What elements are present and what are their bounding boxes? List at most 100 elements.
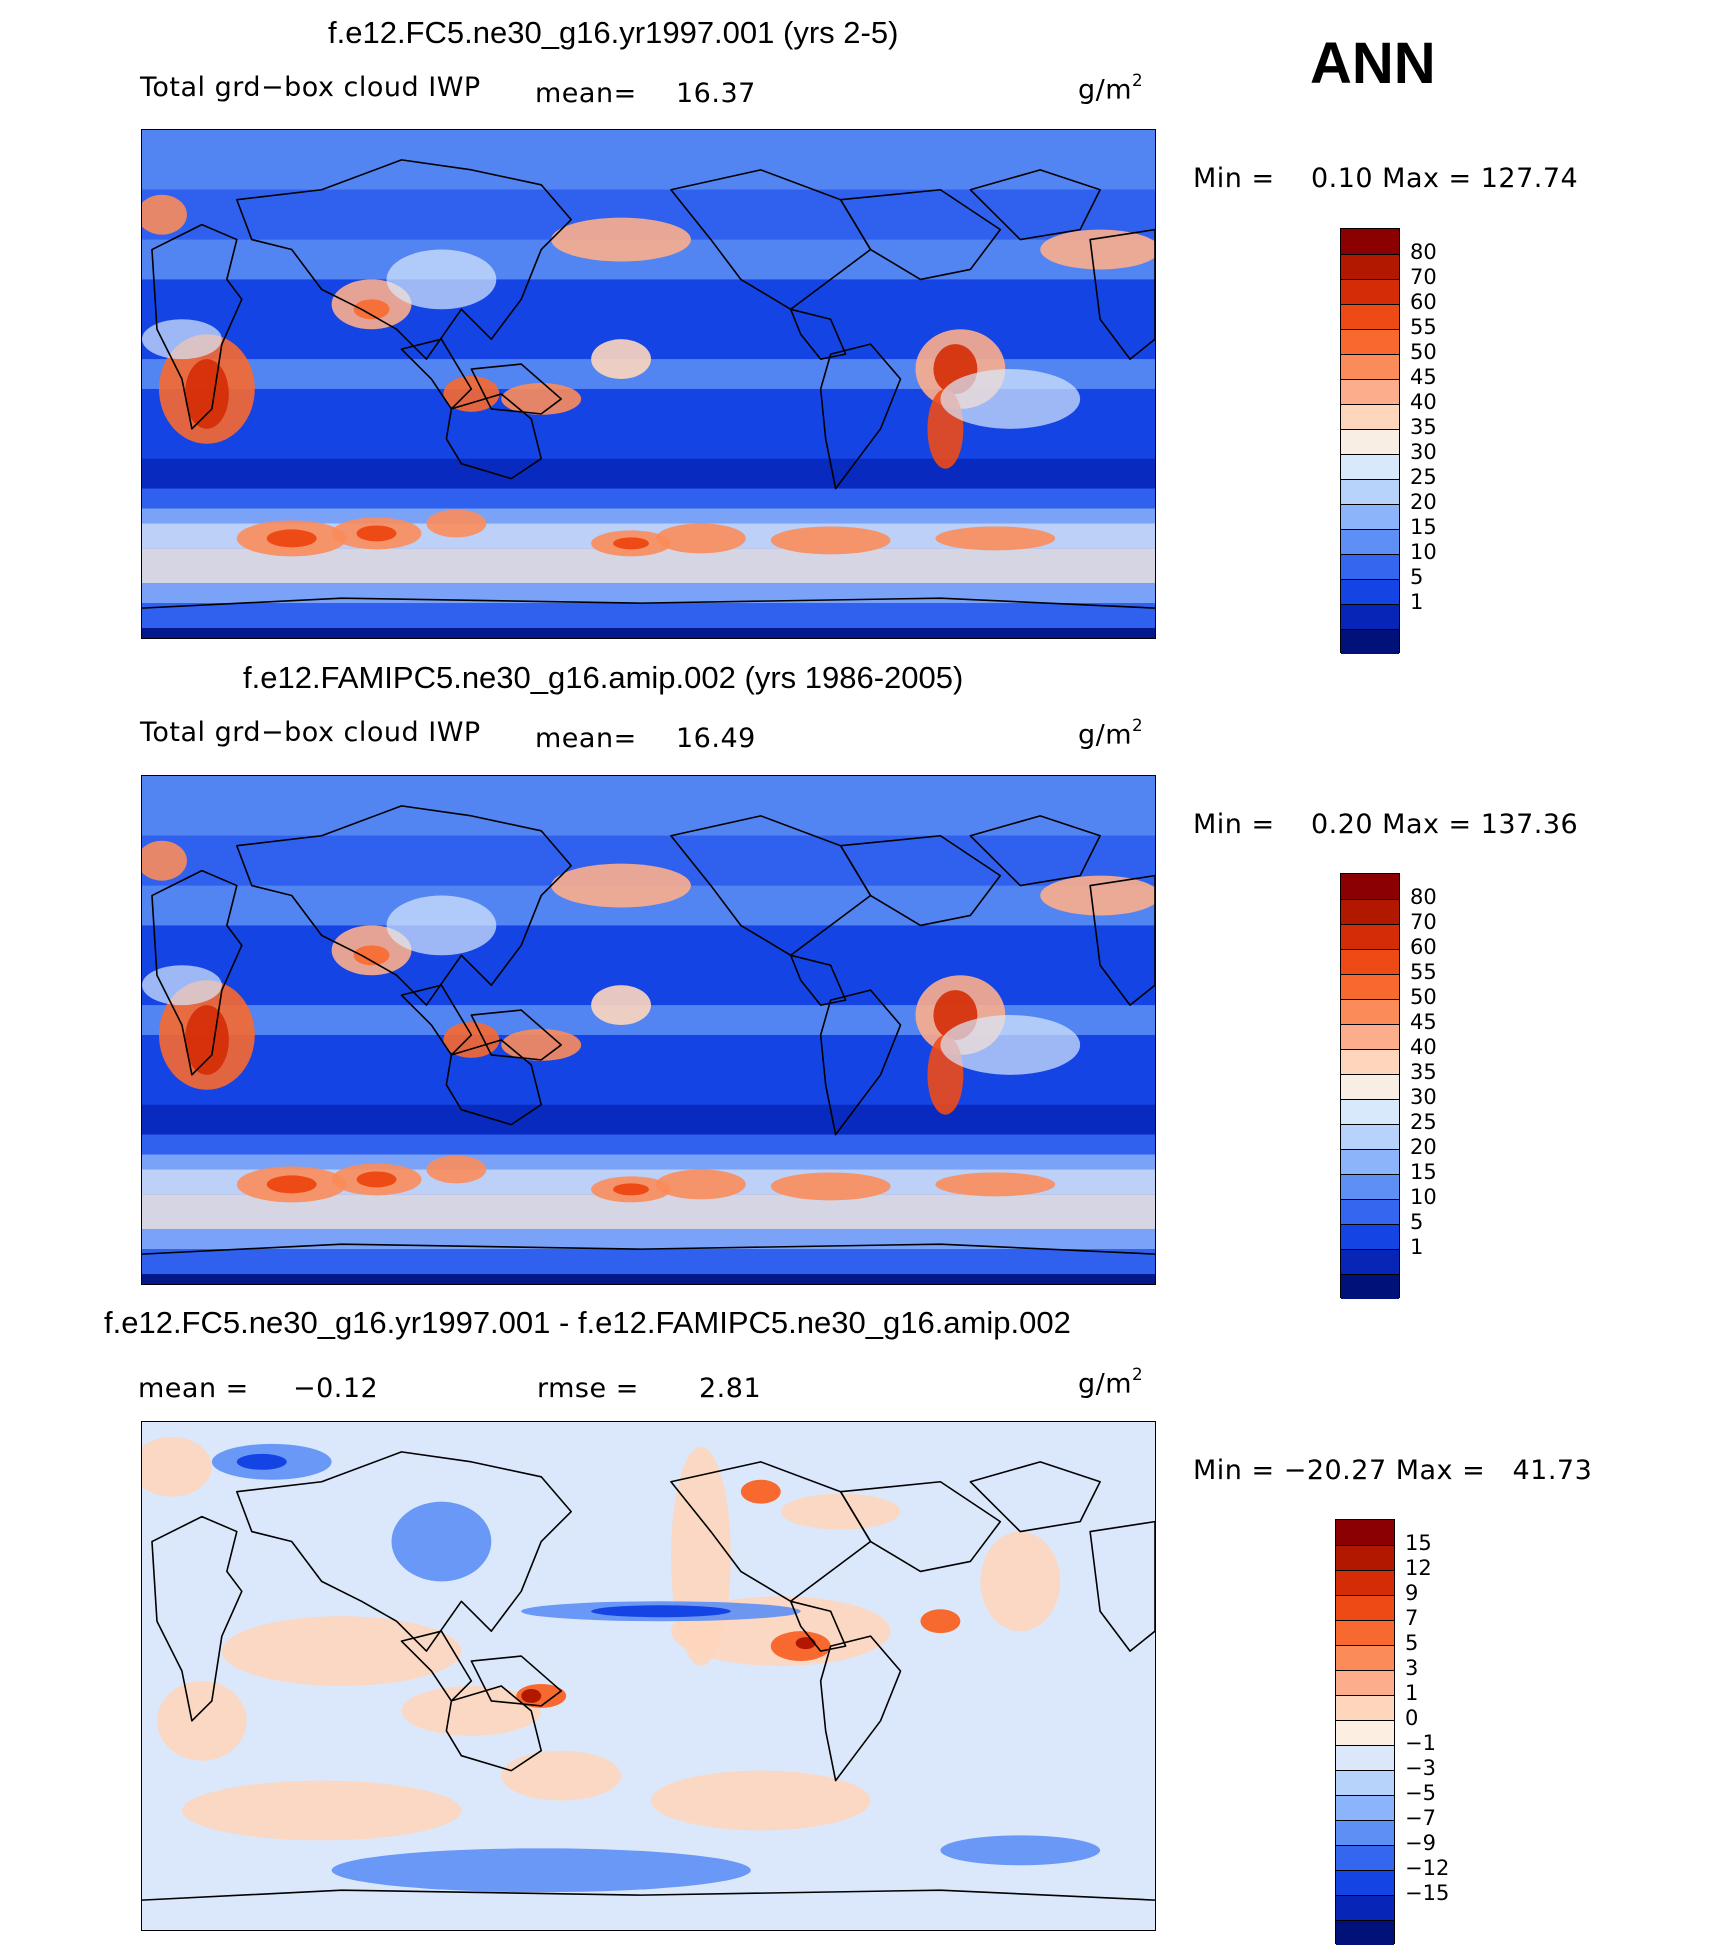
coastline (470, 1655, 562, 1707)
colorbar-swatch (1341, 974, 1399, 999)
panel-1-map-canvas (142, 130, 1155, 638)
colorbar-swatch (1336, 1770, 1394, 1795)
colorbar-box (1335, 1519, 1395, 1945)
colorbar-level-label: 50 (1410, 340, 1437, 364)
colorbar-level-label: 45 (1410, 1010, 1437, 1034)
coastline (400, 984, 473, 1056)
colorbar-swatch (1341, 999, 1399, 1024)
field-blob (591, 1605, 731, 1618)
coastline (142, 1889, 1155, 1901)
colorbar-level-label: 15 (1405, 1531, 1432, 1555)
panel-3-min-max: Min = −20.27 Max = 41.73 (1193, 1455, 1593, 1486)
field-blob (142, 965, 222, 1006)
colorbar-swatch (1341, 1124, 1399, 1149)
coastline (151, 1515, 243, 1722)
coastline (670, 169, 872, 311)
field-blob (142, 1436, 212, 1497)
colorbar-swatch (1341, 429, 1399, 454)
coastline (470, 363, 562, 415)
coastline (236, 159, 572, 360)
coastline (1089, 874, 1155, 1006)
colorbar-swatch (1341, 229, 1399, 254)
field-blob (142, 194, 187, 235)
season-label: ANN (1310, 31, 1436, 96)
colorbar-swatch (1341, 354, 1399, 379)
panel-1-title: f.e12.FC5.ne30_g16.yr1997.001 (yrs 2-5) (328, 15, 899, 50)
field-blob (1040, 875, 1155, 916)
panel-1-variable-label: Total grd−box cloud IWP (140, 72, 481, 103)
field-blob (391, 1501, 492, 1582)
colorbar-box (1340, 228, 1400, 654)
colorbar-level-label: −1 (1405, 1731, 1436, 1755)
panel-1-mean-value: 16.37 (676, 78, 756, 109)
field-blob (795, 1637, 816, 1650)
colorbar-swatch (1341, 1149, 1399, 1174)
colorbar-level-label: 7 (1405, 1606, 1419, 1630)
colorbar-swatch (1341, 529, 1399, 554)
colorbar-level-label: 80 (1410, 885, 1437, 909)
field-blob (1040, 229, 1155, 270)
panel-2-mean-label: mean= (535, 723, 637, 754)
colorbar-swatch (1336, 1895, 1394, 1920)
colorbar-level-label: 20 (1410, 490, 1437, 514)
field-band (142, 603, 1155, 629)
coastline (819, 343, 902, 490)
field-band (142, 488, 1155, 509)
field-blob (386, 249, 497, 310)
colorbar-level-label: 50 (1410, 985, 1437, 1009)
colorbar-level-label: 60 (1410, 935, 1437, 959)
field-blob (655, 1169, 746, 1200)
colorbar-level-label: 5 (1410, 565, 1424, 589)
field-blob (740, 1479, 781, 1504)
colorbar-level-label: 12 (1405, 1556, 1432, 1580)
coastline (969, 169, 1101, 241)
coastline (839, 188, 1002, 281)
colorbar-swatch (1341, 924, 1399, 949)
colorbar-swatch (1336, 1595, 1394, 1620)
panel-3-units: g/m2 (1078, 1364, 1144, 1400)
field-blob (501, 383, 582, 415)
panel-2-min-max: Min = 0.20 Max = 137.36 (1193, 809, 1579, 840)
colorbar-swatch (1341, 1024, 1399, 1049)
colorbar-level-label: 80 (1410, 240, 1437, 264)
colorbar-swatch (1336, 1570, 1394, 1595)
colorbar-level-label: 40 (1410, 390, 1437, 414)
colorbar-swatch (1336, 1920, 1394, 1945)
coastline (151, 223, 243, 430)
field-blob (980, 1531, 1061, 1632)
colorbar-swatch (1341, 1049, 1399, 1074)
field-blob (426, 509, 487, 538)
colorbar-level-label: 1 (1405, 1681, 1419, 1705)
coastline (142, 597, 1155, 609)
field-blob (655, 523, 746, 554)
colorbar-level-label: −5 (1405, 1781, 1436, 1805)
colorbar-level-label: 1 (1410, 590, 1424, 614)
field-blob (236, 1453, 287, 1470)
field-blob (501, 1750, 622, 1801)
coastline (1089, 1520, 1155, 1652)
colorbar-box (1340, 873, 1400, 1299)
field-blob (331, 1848, 751, 1893)
coastline (670, 815, 872, 957)
colorbar-level-label: 25 (1410, 465, 1437, 489)
colorbar-level-label: 15 (1410, 515, 1437, 539)
colorbar-level-label: 3 (1405, 1656, 1419, 1680)
colorbar-level-label: 5 (1410, 1210, 1424, 1234)
colorbar-swatch (1341, 504, 1399, 529)
colorbar-swatch (1341, 279, 1399, 304)
colorbar-swatch (1341, 454, 1399, 479)
colorbar-level-label: −12 (1405, 1856, 1450, 1880)
field-blob (920, 1609, 961, 1634)
coastline (400, 338, 473, 410)
field-blob (356, 525, 397, 542)
field-blob (521, 1688, 542, 1703)
colorbar-swatch (1341, 479, 1399, 504)
colorbar-level-label: 9 (1405, 1581, 1419, 1605)
coastline (839, 834, 1002, 927)
colorbar-swatch (1336, 1720, 1394, 1745)
coastline (789, 308, 847, 360)
coastline (969, 1461, 1101, 1533)
field-blob (780, 1493, 901, 1530)
field-blob (935, 526, 1056, 551)
colorbar-level-label: 70 (1410, 265, 1437, 289)
